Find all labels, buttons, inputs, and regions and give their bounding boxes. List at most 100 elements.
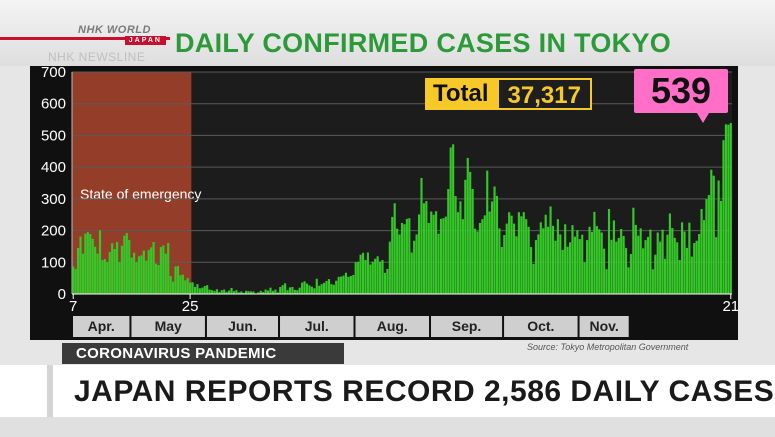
month-band: [504, 316, 578, 337]
data-bar: [435, 211, 438, 294]
data-bar: [103, 259, 106, 294]
y-tick-label: 200: [41, 223, 66, 240]
data-bar: [495, 196, 499, 294]
data-bar: [140, 255, 143, 294]
data-bar: [79, 236, 82, 294]
month-band: [131, 316, 205, 337]
data-bar: [359, 254, 362, 294]
data-bar: [544, 214, 547, 294]
total-cases-box: Total 37,317: [425, 78, 592, 110]
data-bar: [279, 287, 282, 294]
y-tick-label: 100: [41, 254, 66, 271]
data-bar: [94, 246, 97, 294]
data-bar: [508, 212, 511, 294]
data-bar: [459, 201, 462, 294]
data-bar: [125, 233, 128, 294]
data-bar: [342, 275, 345, 294]
data-bar: [379, 261, 382, 294]
data-bar: [559, 234, 562, 294]
data-bar: [340, 276, 343, 294]
data-bar: [120, 245, 123, 294]
data-bar: [176, 266, 180, 294]
data-bar: [427, 222, 430, 294]
data-bar: [162, 245, 165, 294]
data-bar: [425, 201, 428, 294]
data-bar: [135, 261, 138, 294]
headline-text: JAPAN REPORTS RECORD 2,586 DAILY CASES: [74, 375, 775, 408]
data-bar: [595, 226, 598, 294]
data-bar: [169, 275, 172, 294]
data-bar: [593, 211, 596, 294]
month-label: Oct.: [527, 318, 554, 334]
data-bar: [400, 222, 404, 294]
data-bar: [644, 240, 647, 294]
data-bar: [337, 276, 340, 294]
data-bar: [101, 260, 104, 294]
data-bar: [547, 226, 550, 294]
data-bar: [357, 261, 360, 294]
data-bar: [191, 282, 194, 294]
data-bar: [583, 262, 586, 294]
data-bar: [118, 261, 121, 294]
data-bar: [130, 257, 133, 294]
data-bar: [478, 222, 482, 294]
data-bar: [659, 241, 662, 294]
month-label: May: [155, 318, 182, 334]
data-bar: [605, 269, 608, 294]
data-bar: [729, 123, 732, 294]
month-label: Jun.: [228, 318, 257, 334]
newsline-watermark: NHK NEWSLINE: [48, 50, 146, 64]
data-bar: [98, 230, 102, 294]
data-bar: [293, 289, 296, 294]
data-bar: [663, 258, 667, 294]
data-bar: [291, 287, 294, 294]
data-bar: [386, 268, 389, 294]
data-bar: [600, 232, 603, 294]
data-bar: [157, 265, 160, 294]
month-band: [355, 316, 430, 337]
data-bar: [201, 287, 204, 294]
data-bar: [115, 241, 119, 294]
data-bar: [408, 218, 411, 294]
data-bar: [432, 214, 435, 294]
latest-callout-pointer: [697, 113, 709, 123]
data-bar: [566, 246, 569, 294]
data-bar: [257, 292, 260, 294]
data-bar: [588, 226, 591, 294]
data-bar: [388, 241, 391, 294]
data-bar: [276, 292, 279, 294]
latest-count-callout: 539: [634, 69, 728, 113]
data-bar: [145, 260, 148, 294]
data-bar: [325, 280, 328, 294]
nhk-world-japan-logo: NHK WORLD JAPAN: [78, 24, 166, 46]
data-bar: [430, 211, 433, 294]
data-bar: [551, 225, 555, 294]
data-bar: [498, 228, 501, 294]
x-day-label: 25: [182, 298, 199, 315]
data-bar: [303, 281, 306, 294]
data-bar: [420, 177, 423, 294]
data-bar: [301, 282, 304, 294]
data-bar: [651, 269, 654, 294]
data-bar: [639, 228, 642, 294]
data-bar: [96, 253, 99, 294]
data-bar: [642, 248, 645, 294]
data-bar: [705, 199, 708, 294]
data-bar: [159, 247, 162, 294]
cases-bar-chart: State of emergency 0 100 200 300 400 500 600 700…: [30, 64, 739, 340]
data-bar: [681, 222, 684, 294]
data-bar: [598, 229, 601, 294]
data-bar: [210, 290, 214, 294]
headline-accent-strip: [47, 365, 53, 417]
data-bar: [415, 234, 418, 294]
data-bar: [347, 276, 350, 294]
chart-title: DAILY CONFIRMED CASES IN TOKYO: [175, 28, 672, 58]
data-bar: [330, 284, 333, 294]
data-bar: [719, 201, 723, 294]
data-bar: [381, 260, 384, 294]
data-bar: [366, 252, 369, 294]
data-bar: [688, 222, 691, 294]
data-bar: [500, 247, 503, 294]
data-bar: [281, 285, 284, 294]
data-bar: [476, 231, 479, 294]
